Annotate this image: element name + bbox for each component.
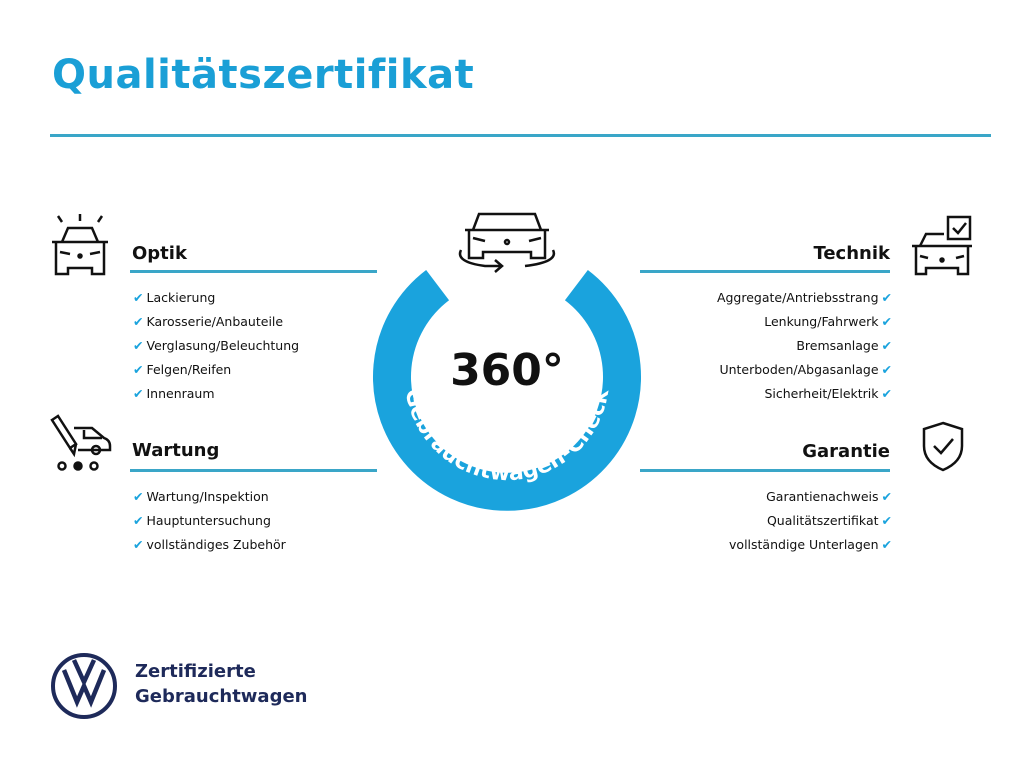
list-item: Aggregate/Antriebsstrang ✔ (716, 290, 892, 305)
page-title: Qualitätszertifikat (52, 52, 475, 98)
check-icon: ✔ (133, 290, 144, 305)
check-icon: ✔ (133, 537, 144, 552)
check-icon: ✔ (881, 513, 892, 528)
list-item: ✔ Karosserie/Anbauteile (133, 314, 284, 329)
check-icon: ✔ (133, 314, 144, 329)
check-icon: ✔ (881, 537, 892, 552)
brand-line1: Zertifizierte (135, 661, 256, 682)
car-checklist-icon (912, 215, 972, 276)
check-icon: ✔ (133, 513, 144, 528)
car-lights-icon (52, 214, 108, 276)
ring-arc (373, 269, 641, 511)
list-item: Unterboden/Abgasanlage ✔ (719, 362, 892, 377)
list-item: ✔ Wartung/Inspektion (133, 489, 269, 504)
check-icon: ✔ (133, 489, 144, 504)
technik-divider (640, 270, 890, 273)
check-icon: ✔ (133, 362, 144, 377)
360-label: 360° (450, 345, 564, 396)
check-icon: ✔ (881, 314, 892, 329)
check-icon: ✔ (133, 386, 144, 401)
list-item: Sicherheit/Elektrik ✔ (764, 386, 892, 401)
wartung-list: ✔ Wartung/Inspektion ✔ Hauptuntersuchung ✔… (130, 485, 286, 557)
list-item: Bremsanlage ✔ (796, 338, 892, 353)
check-icon: ✔ (881, 489, 892, 504)
wartung-heading: Wartung (132, 440, 220, 461)
optik-divider (130, 270, 377, 273)
list-item: vollständige Unterlagen ✔ (729, 537, 892, 552)
brand-text: Zertifizierte Gebrauchtwagen (135, 659, 307, 709)
title-divider (50, 134, 991, 137)
list-item: ✔ Hauptuntersuchung (133, 513, 271, 528)
car-rotate-icon (458, 212, 556, 273)
garantie-heading: Garantie (802, 441, 890, 462)
list-item: ✔ Verglasung/Beleuchtung (133, 338, 300, 353)
check-icon: ✔ (881, 290, 892, 305)
vw-logo (51, 653, 117, 719)
ring-badge: Gebrauchtwagen-Check 360° (373, 212, 641, 511)
check-icon: ✔ (133, 338, 144, 353)
check-icon: ✔ (881, 386, 892, 401)
technik-heading: Technik (813, 243, 890, 264)
check-icon: ✔ (881, 362, 892, 377)
list-item: Garantienachweis ✔ (766, 489, 892, 504)
optik-list: ✔ Lackierung ✔ Karosserie/Anbauteile ✔ Verg… (130, 286, 299, 406)
list-item: ✔ vollständiges Zubehör (133, 537, 286, 552)
car-service-icon (50, 414, 112, 471)
garantie-divider (640, 469, 890, 472)
list-item: Lenkung/Fahrwerk ✔ (764, 314, 892, 329)
garantie-list: Garantienachweis ✔ Qualitätszertifikat ✔ v… (600, 485, 895, 557)
optik-heading: Optik (132, 243, 187, 264)
brand-line2: Gebrauchtwagen (135, 686, 308, 707)
check-icon: ✔ (881, 338, 892, 353)
technik-list: Aggregate/Antriebsstrang ✔ Lenkung/Fahrwe… (600, 286, 895, 406)
list-item: ✔ Lackierung (133, 290, 216, 305)
shield-check-icon (922, 421, 964, 472)
list-item: ✔ Felgen/Reifen (133, 362, 232, 377)
list-item: Qualitätszertifikat ✔ (766, 513, 892, 528)
list-item: ✔ Innenraum (133, 386, 215, 401)
wartung-divider (130, 469, 377, 472)
